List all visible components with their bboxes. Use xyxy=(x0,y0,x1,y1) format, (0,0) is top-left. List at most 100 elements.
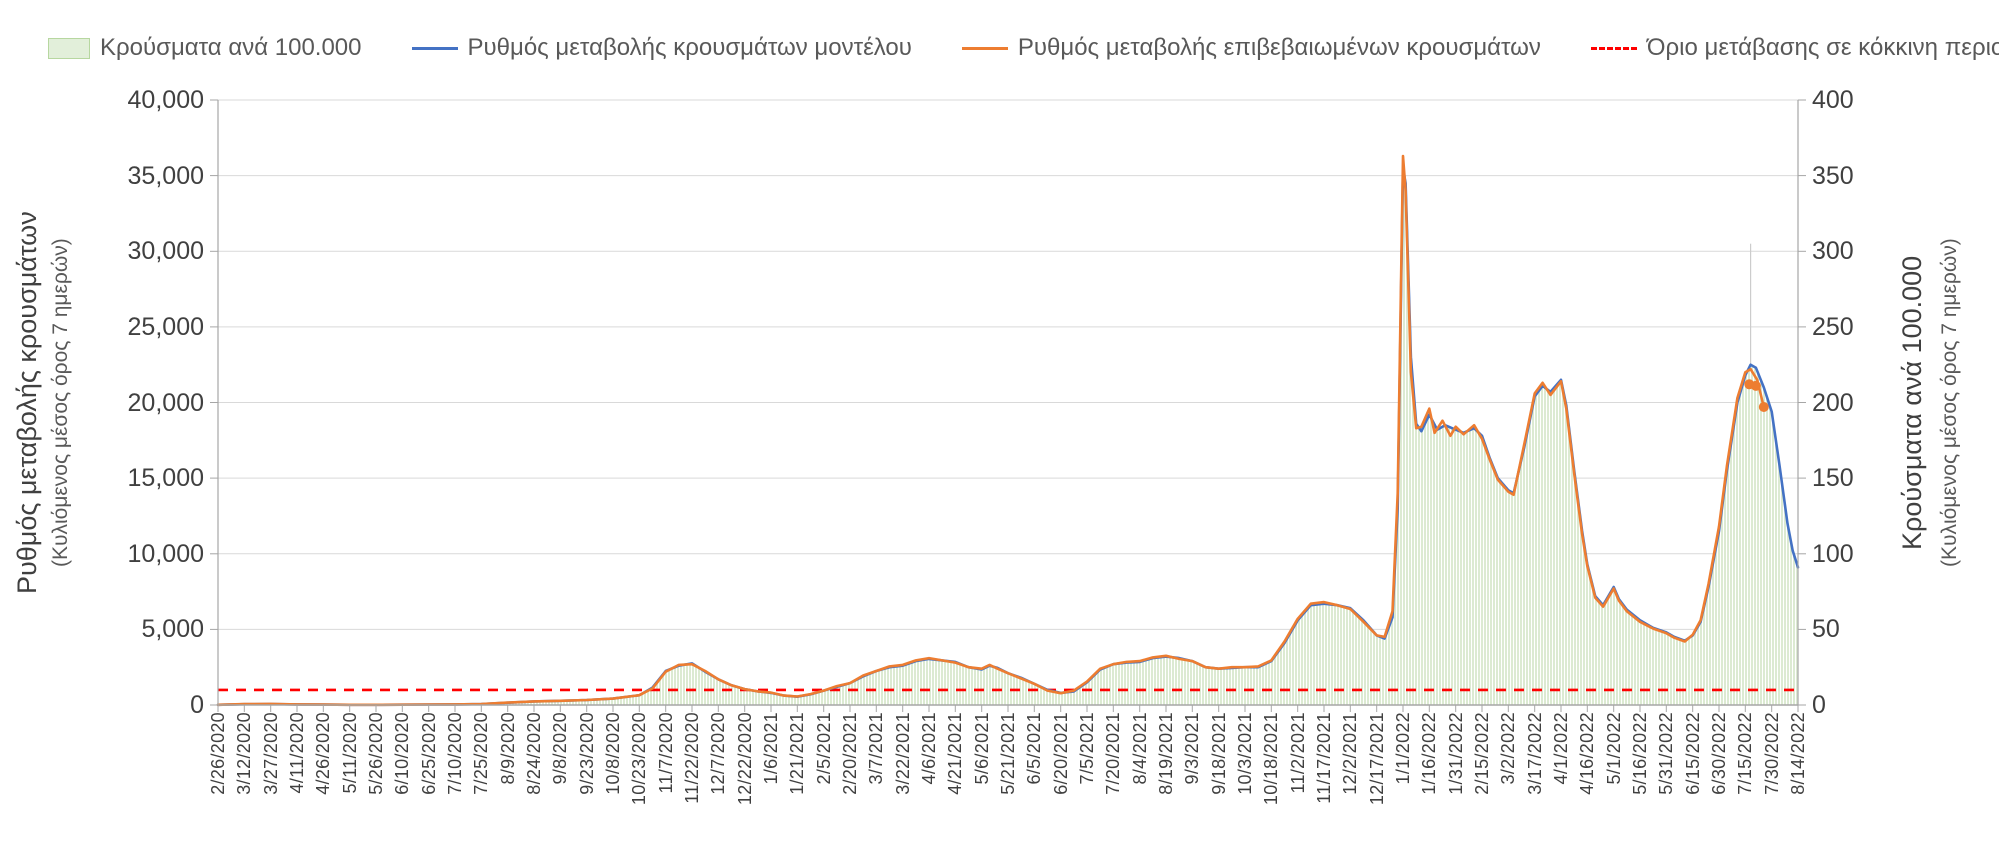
x-tick-label: 1/6/2021 xyxy=(761,712,781,785)
y-left-tick-label: 0 xyxy=(190,691,204,719)
x-tick-label: 6/10/2020 xyxy=(392,712,413,795)
legend-item-confirmed-rate: Ρυθμός μεταβολής επιβεβαιωμένων κρουσμάτ… xyxy=(961,34,1541,62)
cases-per-100k-area xyxy=(218,168,1798,706)
x-tick-label: 6/30/2022 xyxy=(1709,712,1729,795)
x-tick-label: 2/20/2021 xyxy=(840,712,860,795)
x-tick-label: 4/21/2021 xyxy=(945,712,966,795)
x-tick-label: 5/16/2022 xyxy=(1630,712,1650,795)
x-tick-label: 6/15/2022 xyxy=(1682,712,1703,795)
legend-item-cases-per-100k: Κρούσματα ανά 100.000 xyxy=(48,34,362,62)
x-tick-label: 5/21/2021 xyxy=(998,712,1018,795)
x-tick-label: 12/2/2021 xyxy=(1340,712,1361,795)
legend-label-cases-per-100k: Κρούσματα ανά 100.000 xyxy=(100,34,362,61)
y-right-tick-label: 100 xyxy=(1812,539,1854,568)
x-tick-label: 11/2/2021 xyxy=(1287,712,1308,794)
x-tick-label: 3/17/2022 xyxy=(1524,712,1545,795)
x-tick-label: 12/22/2020 xyxy=(734,712,755,806)
x-tick-label: 3/12/2020 xyxy=(234,712,255,795)
confirmed-rate-marker-dot xyxy=(1758,402,1769,412)
y-left-tick-label: 30,000 xyxy=(127,237,204,266)
confirmed-rate-marker-dot xyxy=(1750,380,1761,391)
y-left-tick-label: 15,000 xyxy=(127,464,204,493)
y-right-tick-label: 150 xyxy=(1812,464,1854,493)
x-tick-label: 12/17/2021 xyxy=(1366,712,1387,806)
x-tick-label: 9/23/2020 xyxy=(576,712,597,795)
y-left-tick-label: 35,000 xyxy=(127,161,204,190)
y-right-tick-label: 0 xyxy=(1812,691,1826,719)
y-left-tick-label: 25,000 xyxy=(127,312,204,341)
legend-item-model-rate: Ρυθμός μεταβολής κρουσμάτων μοντέλου xyxy=(411,34,912,62)
x-tick-label: 7/20/2021 xyxy=(1103,712,1124,795)
red-dashed-swatch-icon xyxy=(1590,46,1637,50)
x-tick-label: 1/16/2022 xyxy=(1419,712,1440,795)
legend-label-model-rate: Ρυθμός μεταβολής κρουσμάτων μοντέλου xyxy=(467,34,912,61)
x-tick-label: 10/23/2020 xyxy=(629,712,650,806)
x-tick-label: 10/18/2021 xyxy=(1261,712,1282,806)
x-tick-label: 7/15/2022 xyxy=(1735,712,1756,795)
x-tick-label: 7/5/2021 xyxy=(1077,712,1097,785)
blue-line-swatch-icon xyxy=(411,46,458,50)
x-tick-label: 2/5/2021 xyxy=(813,712,834,785)
x-tick-label: 1/31/2022 xyxy=(1445,712,1466,795)
y-right-tick-label: 300 xyxy=(1812,237,1854,266)
x-tick-label: 4/6/2021 xyxy=(919,712,939,785)
x-tick-label: 2/26/2020 xyxy=(208,712,228,795)
y-left-tick-label: 20,000 xyxy=(127,388,204,417)
y-left-tick-label: 10,000 xyxy=(127,539,204,568)
x-tick-label: 8/24/2020 xyxy=(524,712,544,795)
x-tick-label: 10/3/2021 xyxy=(1235,712,1255,795)
x-tick-label: 7/30/2022 xyxy=(1761,712,1782,795)
x-tick-label: 3/27/2020 xyxy=(260,712,281,795)
chart-legend: Κρούσματα ανά 100.000 Ρυθμός μεταβολής κ… xyxy=(48,34,1999,62)
y-right-tick-label: 350 xyxy=(1812,161,1854,190)
x-tick-label: 4/16/2022 xyxy=(1577,712,1598,795)
x-tick-label: 5/1/2022 xyxy=(1603,712,1624,785)
x-tick-label: 4/1/2022 xyxy=(1551,712,1571,785)
confirmed-rate-line xyxy=(216,154,1766,707)
x-tick-label: 10/8/2020 xyxy=(603,712,623,795)
x-tick-label: 5/31/2022 xyxy=(1656,712,1677,795)
x-tick-label: 3/22/2021 xyxy=(892,712,913,795)
y-right-tick-label: 50 xyxy=(1812,615,1840,644)
area-swatch-icon xyxy=(48,37,90,59)
x-tick-label: 7/25/2020 xyxy=(471,712,492,795)
x-tick-label: 7/10/2020 xyxy=(445,712,465,795)
x-tick-label: 4/26/2020 xyxy=(313,712,334,795)
x-tick-label: 9/8/2020 xyxy=(550,712,571,785)
left-axis-title: Ρυθμός μεταβολής κρουσμάτων xyxy=(12,211,42,594)
x-tick-label: 2/15/2022 xyxy=(1472,712,1492,795)
x-tick-label: 11/7/2020 xyxy=(655,712,676,794)
x-tick-label: 1/1/2022 xyxy=(1393,712,1413,785)
x-tick-label: 1/21/2021 xyxy=(787,712,808,795)
x-tick-label: 5/26/2020 xyxy=(366,712,386,795)
plot-area xyxy=(210,99,1806,712)
x-tick-label: 8/9/2020 xyxy=(497,712,518,785)
y-left-tick-label: 5,000 xyxy=(141,615,204,644)
x-tick-label: 5/11/2020 xyxy=(339,712,360,794)
y-right-tick-label: 200 xyxy=(1812,388,1854,417)
legend-label-confirmed-rate: Ρυθμός μεταβολής επιβεβαιωμένων κρουσμάτ… xyxy=(1017,34,1541,61)
legend-item-red-threshold: Όριο μετάβασης σε κόκκινη περιοχή xyxy=(1590,34,1999,62)
x-tick-label: 11/22/2020 xyxy=(682,712,702,804)
x-tick-label: 4/11/2020 xyxy=(287,712,307,794)
x-tick-label: 3/2/2022 xyxy=(1498,712,1519,785)
x-tick-label: 12/7/2020 xyxy=(708,712,729,795)
x-tick-label: 6/25/2020 xyxy=(418,712,439,795)
x-tick-label: 3/7/2021 xyxy=(866,712,887,785)
y-left-tick-label: 40,000 xyxy=(127,86,204,114)
legend-label-red-threshold: Όριο μετάβασης σε κόκκινη περιοχή xyxy=(1646,34,1999,61)
x-tick-label: 9/3/2021 xyxy=(1182,712,1203,785)
x-tick-label: 6/20/2021 xyxy=(1050,712,1071,795)
orange-line-swatch-icon xyxy=(961,46,1008,50)
y-right-tick-label: 250 xyxy=(1812,312,1854,341)
y-right-tick-label: 400 xyxy=(1812,86,1854,114)
x-tick-label: 6/5/2021 xyxy=(1024,712,1045,785)
x-tick-label: 11/17/2021 xyxy=(1314,712,1334,804)
x-tick-label: 8/14/2022 xyxy=(1788,712,1808,795)
x-tick-label: 5/6/2021 xyxy=(971,712,992,785)
x-tick-label: 8/19/2021 xyxy=(1156,712,1176,795)
right-axis-subtitle: (Κυλιόμενος μέσος όρος 7 ημερών) xyxy=(1938,238,1961,567)
x-tick-label: 9/18/2021 xyxy=(1208,712,1229,795)
x-tick-label: 8/4/2021 xyxy=(1129,712,1150,785)
